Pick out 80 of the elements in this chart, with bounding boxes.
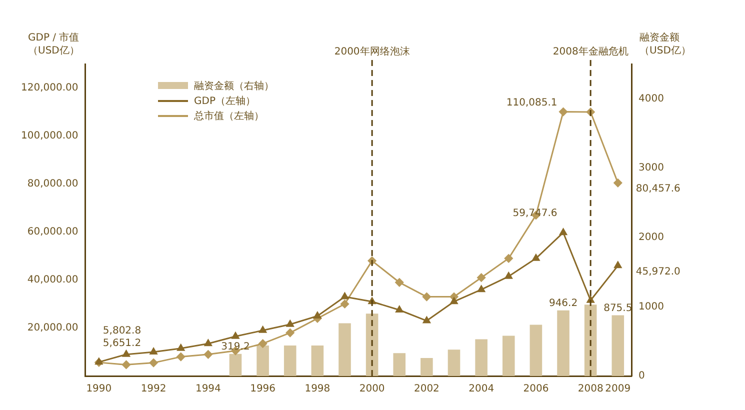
bar [338,323,351,376]
x-tick-label: 2004 [468,384,494,395]
y2-axis-title: 融资金额（USD亿） [640,32,691,57]
bar [584,304,597,376]
bar [393,353,406,376]
x-tick-label: 1992 [140,384,166,395]
bar [557,310,570,376]
bar [448,350,460,376]
y-tick-label: 20,000.00 [27,322,78,334]
data-label: 5,802.8 [102,326,142,337]
legend-label: 融资金额（右轴） [194,80,274,92]
y-tick-label: 60,000.00 [27,226,78,238]
data-label: 946.2 [548,298,578,309]
x-tick-label: 2000 [359,384,385,395]
x-tick-label: 1998 [304,384,330,395]
x-tick-label: 2009 [605,384,631,395]
y2-tick-label: 2000 [638,232,664,243]
data-label: 45,972.0 [636,266,680,278]
x-tick-label: 2006 [523,384,549,395]
point [559,228,568,236]
y-tick-label: 40,000.00 [27,274,78,286]
point [614,178,622,188]
point [504,254,513,263]
ref-line-label: 2000年网络泡沫 [334,46,410,58]
bar [475,339,488,376]
x-tick-label: 1990 [86,384,112,395]
data-label: 80,457.6 [636,183,680,194]
point [286,328,294,338]
x-tick-label: 2008 [578,384,604,395]
point [177,344,185,351]
point [122,360,130,369]
point [450,297,458,304]
point [422,292,431,302]
legend-label: 总市值（左轴） [194,110,264,122]
y2-tick-label: 1000 [638,301,664,312]
y-tick-label: 80,000.00 [27,178,78,190]
point [395,278,404,287]
point [478,285,486,292]
point [477,273,486,282]
point [396,306,404,312]
point [559,108,568,116]
point [232,332,240,339]
point [314,312,322,318]
data-label: 5,651.2 [102,338,142,350]
point [340,300,349,308]
point [504,272,512,279]
point [422,316,430,324]
point [340,292,349,300]
bar [284,345,296,376]
x-tick-label: 1996 [250,384,276,395]
point [122,350,130,357]
y2-tick-label: 4000 [638,93,664,104]
bar [366,314,378,376]
point [258,339,268,348]
point [204,350,212,359]
x-tick-label: 2002 [414,384,440,395]
y2-tick-label: 0 [638,370,645,382]
point [149,358,158,368]
bar [612,315,624,376]
x-tick-label: 1994 [195,384,221,395]
legend-label: GDP（左轴） [194,94,256,108]
ref-line-label: 2008年金融危机 [552,46,628,58]
point [614,261,622,268]
point [532,254,540,261]
bar [311,345,324,376]
point [286,320,294,327]
point [150,348,158,354]
bar [229,354,242,376]
y-tick-label: 100,000.00 [20,130,78,142]
point [259,326,267,333]
point [204,339,212,346]
y-axis-title: GDP / 市值（USD亿） [28,32,80,57]
bar [420,358,433,376]
y2-tick-label: 3000 [638,162,664,174]
y-tick-label: 120,000.00 [20,82,78,94]
point [176,352,186,362]
bar [502,336,515,376]
data-label: 110,085.1 [506,97,558,108]
bar [530,324,542,376]
bar [256,345,269,376]
